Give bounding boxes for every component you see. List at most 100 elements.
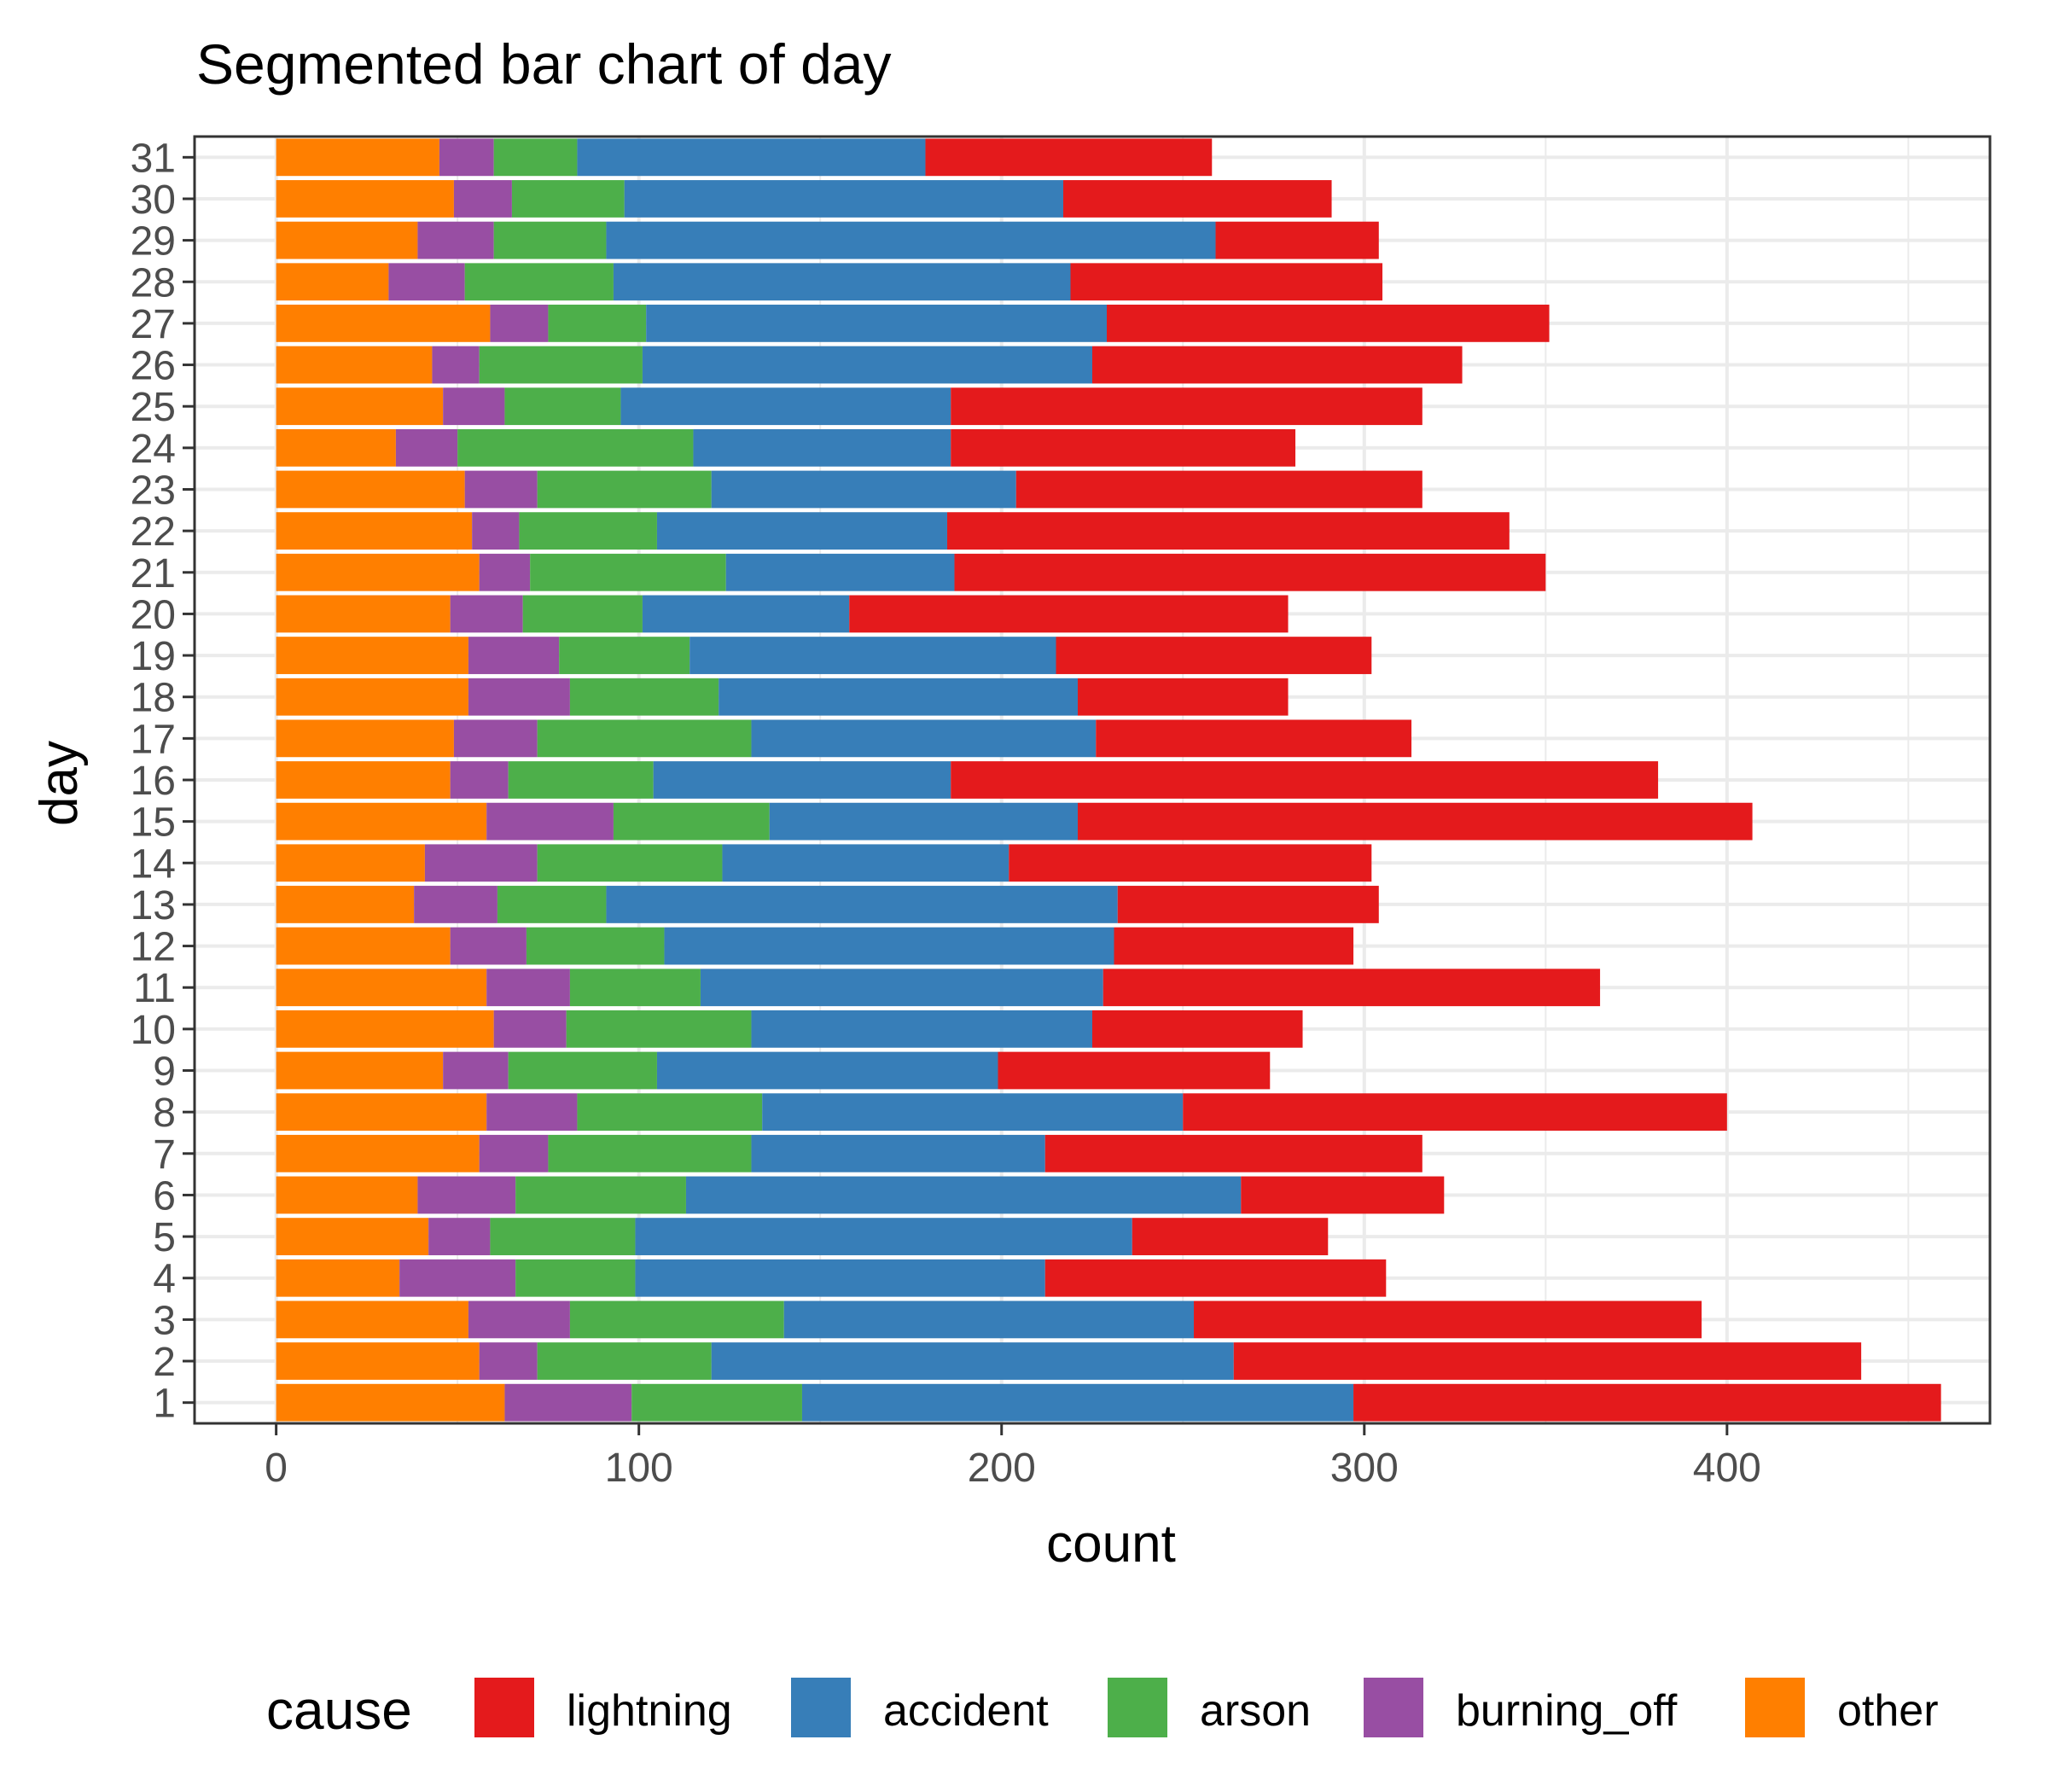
y-tick-label: 9: [153, 1050, 176, 1095]
bar-segment: [537, 470, 712, 509]
bar-segment: [1096, 719, 1412, 758]
bar-segment: [751, 1009, 1092, 1048]
bar-segment: [577, 1093, 763, 1132]
bar-segment: [395, 428, 458, 467]
bar-segment: [276, 221, 418, 259]
legend-label-lightning: lightning: [567, 1686, 732, 1736]
y-tick-label: 14: [131, 841, 176, 887]
bar-segment: [751, 719, 1097, 758]
bar-segment: [1077, 678, 1289, 716]
bar-segment: [1132, 1218, 1329, 1255]
plot-bars: [276, 138, 1941, 1422]
bar-segment: [711, 470, 1016, 509]
bar-segment: [388, 263, 465, 301]
y-tick-label: 10: [131, 1008, 176, 1053]
legend-label-accident: accident: [883, 1686, 1049, 1736]
bar-segment: [276, 263, 389, 301]
bar-segment: [1241, 1176, 1445, 1214]
bar-segment: [276, 138, 439, 177]
x-axis-title: count: [1046, 1515, 1176, 1574]
bar-segment: [276, 305, 491, 342]
y-tick-label: 12: [131, 925, 176, 970]
bar-segment: [276, 180, 454, 218]
bar-segment: [464, 470, 538, 509]
y-tick-label: 22: [131, 509, 176, 555]
y-tick-label: 26: [131, 344, 176, 389]
y-tick-label: 2: [153, 1340, 176, 1385]
bar-segment: [468, 1300, 570, 1339]
bar-segment: [450, 595, 523, 633]
bar-segment: [1117, 886, 1379, 923]
y-tick-label: 29: [131, 219, 176, 265]
y-tick-label: 24: [131, 427, 176, 472]
bar-segment: [762, 1093, 1184, 1132]
bar-segment: [276, 1300, 468, 1339]
bar-segment: [569, 1300, 784, 1339]
bar-segment: [548, 1134, 752, 1172]
bar-segment: [276, 1218, 429, 1255]
bar-segment: [1215, 221, 1379, 259]
bar-segment: [537, 719, 752, 758]
bar-segment: [577, 138, 926, 177]
chart-title: Segmented bar chart of day: [196, 32, 892, 96]
bar-segment: [559, 637, 690, 674]
x-tick-label: 200: [968, 1446, 1036, 1491]
bar-segment: [946, 512, 1510, 550]
bar-segment: [453, 719, 538, 758]
bar-segment: [801, 1383, 1354, 1422]
bar-segment: [443, 1051, 509, 1090]
x-axis: 0 100 200 300 400: [265, 1423, 1761, 1491]
bar-segment: [685, 1176, 1242, 1214]
bar-segment: [722, 844, 1009, 882]
bar-segment: [490, 1218, 636, 1255]
bar-segment: [428, 1218, 491, 1255]
bar-segment: [954, 553, 1546, 591]
bar-segment: [276, 387, 444, 426]
bar-segment: [479, 1134, 549, 1172]
bar-segment: [642, 595, 850, 633]
bar-segment: [468, 678, 570, 716]
legend-title: cause: [266, 1679, 412, 1741]
bar-segment: [486, 1093, 578, 1132]
bar-segment: [276, 802, 487, 841]
y-tick-label: 11: [133, 966, 176, 1011]
bar-segment: [656, 512, 947, 550]
y-tick-label: 17: [131, 717, 176, 762]
bar-segment: [276, 844, 425, 882]
bar-segment: [1092, 346, 1463, 384]
bar-segment: [276, 1051, 444, 1090]
bar-segment: [522, 595, 643, 633]
bar-segment: [569, 678, 719, 716]
bar-segment: [515, 1259, 636, 1297]
bar-segment: [508, 761, 654, 799]
bar-segment: [1044, 1134, 1423, 1172]
legend-key-arson: [1108, 1678, 1167, 1737]
bar-segment: [1107, 305, 1550, 342]
bar-segment: [1194, 1300, 1702, 1339]
y-tick-label: 23: [131, 468, 176, 513]
y-tick-label: 18: [131, 676, 176, 721]
bar-segment: [450, 761, 509, 799]
bar-segment: [1015, 470, 1423, 509]
y-tick-label: 3: [153, 1298, 176, 1343]
bar-segment: [399, 1259, 516, 1297]
y-tick-label: 21: [131, 551, 176, 596]
bar-segment: [439, 138, 494, 177]
bar-segment: [424, 844, 538, 882]
bar-segment: [508, 1051, 657, 1090]
bar-segment: [504, 387, 621, 426]
bar-segment: [276, 595, 451, 633]
bar-segment: [1103, 969, 1601, 1007]
y-tick-label: 25: [131, 385, 176, 430]
bar-segment: [1233, 1342, 1862, 1380]
bar-segment: [453, 180, 512, 218]
bar-segment: [511, 180, 625, 218]
bar-segment: [751, 1134, 1045, 1172]
bar-segment: [443, 387, 505, 426]
bar-segment: [606, 221, 1216, 259]
bar-segment: [479, 1342, 538, 1380]
bar-segment: [530, 553, 726, 591]
x-tick-label: 400: [1693, 1446, 1761, 1491]
bar-segment: [276, 1176, 418, 1214]
bar-segment: [432, 346, 480, 384]
